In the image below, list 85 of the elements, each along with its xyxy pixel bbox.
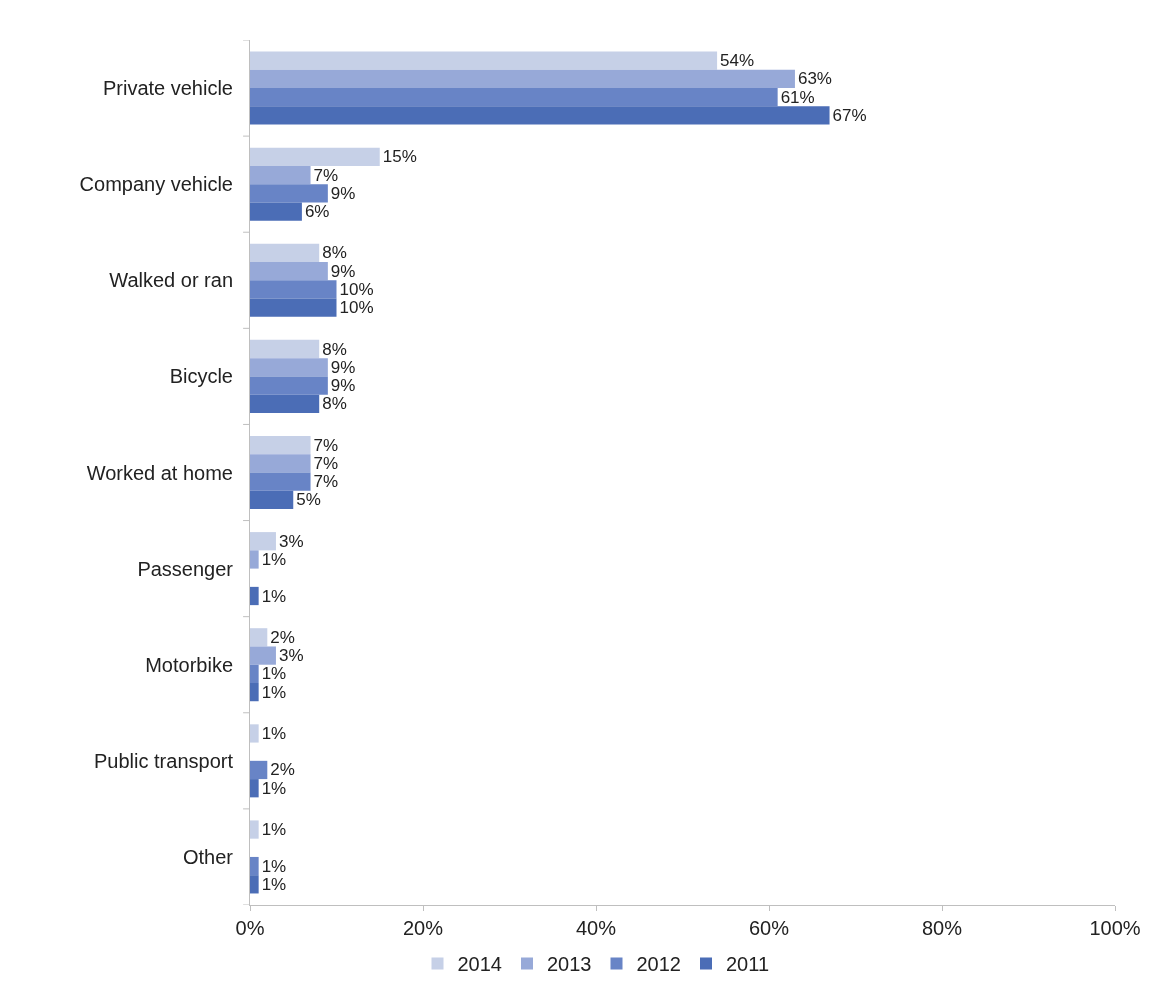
bar xyxy=(250,88,778,107)
data-label: 9% xyxy=(330,357,356,377)
bar xyxy=(250,51,718,70)
data-label: 67% xyxy=(832,105,867,125)
data-label: 10% xyxy=(339,279,374,299)
y-tick-label: Worked at home xyxy=(86,461,233,484)
data-label: 9% xyxy=(330,183,356,203)
data-label: 7% xyxy=(313,453,339,473)
bar xyxy=(250,875,259,894)
data-label: 6% xyxy=(304,202,330,222)
bar xyxy=(250,682,259,702)
data-label: 15% xyxy=(382,147,417,167)
bar xyxy=(250,532,276,551)
data-label: 7% xyxy=(313,472,339,492)
bar xyxy=(250,664,259,683)
y-tick-label: Company vehicle xyxy=(79,173,233,196)
data-label: 7% xyxy=(313,435,339,455)
bar xyxy=(250,779,259,798)
data-label: 8% xyxy=(322,339,347,359)
data-label: 61% xyxy=(780,87,815,107)
bar xyxy=(250,184,328,203)
data-label: 5% xyxy=(296,490,321,510)
bar xyxy=(250,298,337,317)
data-label: 1% xyxy=(261,874,287,894)
bar xyxy=(250,646,276,665)
x-tick-label: 20% xyxy=(402,917,444,939)
bar xyxy=(250,435,311,455)
bar xyxy=(250,724,259,743)
bar xyxy=(250,339,320,359)
data-label: 2% xyxy=(270,627,295,647)
data-label: 1% xyxy=(261,723,287,743)
y-tick-label: Other xyxy=(182,845,234,868)
bar xyxy=(250,394,320,413)
data-label: 9% xyxy=(330,261,356,281)
data-label: 63% xyxy=(797,69,832,89)
bar xyxy=(250,820,259,839)
data-label: 3% xyxy=(278,531,304,551)
x-tick-label: 40% xyxy=(575,917,617,939)
legend-label: 2012 xyxy=(636,953,681,976)
bar xyxy=(250,550,259,569)
data-label: 1% xyxy=(261,586,287,606)
bar xyxy=(250,202,302,221)
data-label: 7% xyxy=(313,165,339,185)
x-tick-label: 0% xyxy=(235,917,265,939)
y-tick-label: Public transport xyxy=(94,749,234,772)
bar xyxy=(250,165,311,185)
data-label: 1% xyxy=(261,856,287,876)
data-label: 1% xyxy=(261,820,287,840)
x-tick-label: 80% xyxy=(921,917,963,939)
bar xyxy=(250,628,268,647)
bar xyxy=(250,106,830,125)
data-label: 8% xyxy=(322,394,347,414)
data-label: 10% xyxy=(339,298,374,318)
bar xyxy=(250,69,795,89)
bar xyxy=(250,358,328,377)
x-tick-label: 60% xyxy=(748,917,790,939)
y-tick-label: Bicycle xyxy=(169,365,233,388)
bar xyxy=(250,586,259,606)
y-tick-label: Walked or ran xyxy=(109,269,233,292)
data-label: 8% xyxy=(322,243,347,263)
y-tick-label: Passenger xyxy=(137,557,234,580)
data-label: 1% xyxy=(261,682,287,702)
bar xyxy=(250,490,294,510)
data-label: 9% xyxy=(330,376,356,396)
y-tick-label: Private vehicle xyxy=(102,77,233,100)
bar xyxy=(250,856,259,876)
data-label: 2% xyxy=(270,760,295,780)
bar xyxy=(250,472,311,491)
legend-label: 2014 xyxy=(457,953,502,976)
legend-label: 2013 xyxy=(547,953,592,976)
bar xyxy=(250,243,320,263)
data-label: 54% xyxy=(720,51,755,71)
bar xyxy=(250,760,268,780)
legend-label: 2011 xyxy=(726,953,770,976)
y-tick-label: Motorbike xyxy=(145,653,233,676)
bar xyxy=(250,454,311,473)
data-label: 1% xyxy=(261,778,287,798)
bar xyxy=(250,280,337,299)
data-label: 3% xyxy=(278,646,304,666)
x-tick-label: 100% xyxy=(1089,917,1141,939)
data-label: 1% xyxy=(261,664,287,684)
data-label: 1% xyxy=(261,549,287,569)
bar xyxy=(250,147,380,166)
bar xyxy=(250,262,328,281)
bar xyxy=(250,376,328,395)
